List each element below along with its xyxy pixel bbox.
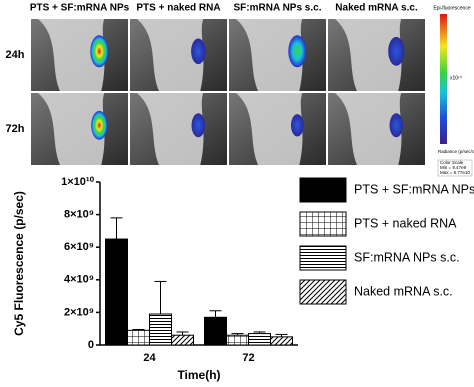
colorbar <box>440 14 447 144</box>
column-header: PTS + naked RNA <box>136 3 220 14</box>
fluorescence-signal <box>388 36 405 66</box>
x-tick-label: 24 <box>143 352 156 364</box>
mouse-image <box>130 19 227 91</box>
column-header: Naked mRNA s.c. <box>335 3 418 14</box>
x-axis-title: Time(h) <box>177 368 220 382</box>
mouse-image <box>328 93 425 165</box>
fluorescence-signal <box>389 113 404 138</box>
mouse-body <box>335 19 402 91</box>
fluorescence-signal <box>91 110 108 140</box>
column-header: SF:mRNA NPs s.c. <box>234 3 322 14</box>
mouse-body <box>137 93 204 165</box>
mouse-body <box>236 93 303 165</box>
error-bar <box>154 280 167 315</box>
error-bar <box>275 333 288 337</box>
mouse-body <box>38 93 105 165</box>
column-header: PTS + SF:mRNA NPs <box>30 3 130 14</box>
image-panel: PTS + SF:mRNA NPs PTS + naked RNA SF:mRNA … <box>6 3 474 177</box>
error-bar <box>176 331 189 336</box>
bar <box>149 313 172 346</box>
mouse-image <box>229 19 326 91</box>
mouse-image <box>328 19 425 91</box>
y-tick-label: 6×10⁹ <box>64 241 94 253</box>
y-axis-title: Cy5 Fluorescence (p/sec) <box>12 191 26 336</box>
error-bar <box>209 310 222 318</box>
legend-swatch <box>299 245 347 271</box>
y-tick-label: 4×10⁹ <box>64 274 94 286</box>
fluorescence-signal <box>90 35 109 68</box>
legend-label: Naked mRNA s.c. <box>354 284 453 298</box>
fluorescence-signal <box>191 38 206 65</box>
mouse-image <box>130 93 227 165</box>
color-scale-min: Min = 9.47e9 <box>440 165 467 170</box>
mouse-body <box>236 19 303 91</box>
fluorescence-signal <box>191 113 206 138</box>
bar-chart: 0 2×10⁹ 4×10⁹ 6×10⁹ 8×10⁹ 1×10¹⁰ Cy5 Fluoresce… <box>12 176 474 382</box>
y-tick-label: 2×10⁹ <box>64 306 94 318</box>
colorbar-unit: Radiance (p/sec/cm²/sr) <box>438 149 474 154</box>
mouse-body <box>38 19 105 91</box>
legend-label: PTS + naked RNA <box>354 216 457 230</box>
bar <box>270 336 293 346</box>
y-tick-label: 8×10⁹ <box>64 209 94 221</box>
error-bar <box>132 329 145 331</box>
color-scale-title: Color Scale <box>440 160 464 165</box>
color-scale-max: Max = 6.77e10 <box>440 170 470 175</box>
color-scale-box <box>437 159 473 177</box>
legend-swatch <box>299 279 347 305</box>
fluorescence-signal <box>288 35 307 68</box>
mouse-body <box>335 93 402 165</box>
mouse-body <box>137 19 204 91</box>
error-bar <box>253 331 266 334</box>
legend-label: SF:mRNA NPs s.c. <box>354 250 460 264</box>
bar <box>171 334 194 346</box>
colorbar-exponent: x10¹⁰ <box>450 75 462 81</box>
colorbar-title: Epi-fluorescence <box>433 5 470 11</box>
y-tick-label: 1×10¹⁰ <box>61 176 94 188</box>
bar <box>226 334 249 346</box>
error-bar <box>110 217 123 240</box>
legend-swatch <box>299 177 347 203</box>
row-label: 24h <box>6 49 25 61</box>
x-tick-label: 72 <box>242 352 254 364</box>
bar <box>248 333 271 346</box>
fluorescence-signal <box>291 114 304 137</box>
row-label: 72h <box>6 123 25 135</box>
legend-swatch <box>299 211 347 237</box>
bar <box>105 238 128 346</box>
y-tick-label: 0 <box>88 339 94 351</box>
mouse-image <box>31 19 128 91</box>
bar <box>204 316 227 346</box>
error-bar <box>231 333 244 336</box>
bar <box>127 329 150 346</box>
legend-label: PTS + SF:mRNA NPs <box>354 182 474 196</box>
mouse-image <box>229 93 326 165</box>
mouse-image <box>31 93 128 165</box>
